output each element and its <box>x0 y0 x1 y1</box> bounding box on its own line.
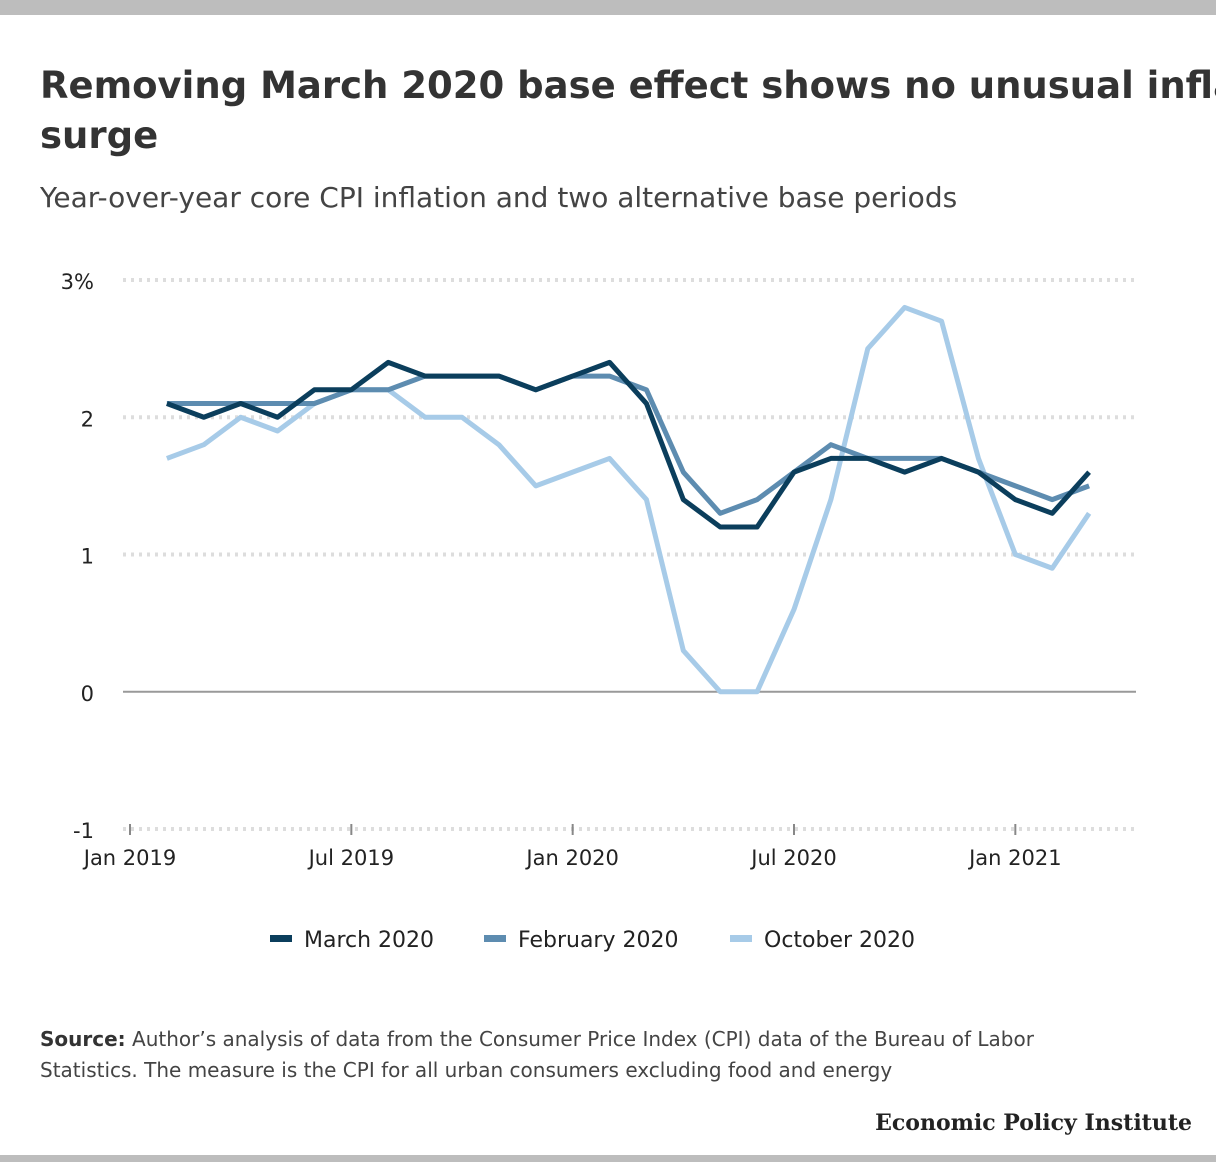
chart-title: Removing March 2020 base effect shows no… <box>40 64 1216 157</box>
y-tick-label: 2 <box>81 407 94 431</box>
legend-swatch <box>730 935 752 942</box>
legend-label: October 2020 <box>764 928 915 953</box>
series-line <box>166 359 1091 530</box>
x-tick-label: Jan 2021 <box>967 846 1062 870</box>
x-tick-label: Jan 2020 <box>524 846 619 870</box>
y-tick-label: 3% <box>61 270 94 294</box>
legend-label: February 2020 <box>518 928 678 953</box>
brand: Economic Policy Institute <box>875 1110 1192 1136</box>
top-bar <box>0 0 1216 15</box>
x-tick-label: Jan 2019 <box>82 846 177 870</box>
x-tick-label: Jul 2020 <box>749 846 836 870</box>
legend-label: March 2020 <box>304 928 434 953</box>
y-tick-label: 0 <box>81 682 94 706</box>
source-text: Author’s analysis of data from the Consu… <box>40 1027 1035 1082</box>
bottom-bar <box>0 1155 1216 1162</box>
y-tick-label: -1 <box>73 819 94 843</box>
source: Source: Author’s analysis of data from t… <box>40 1027 1035 1082</box>
series-line <box>166 304 1092 695</box>
x-tick-label: Jul 2019 <box>307 846 394 870</box>
y-tick-label: 1 <box>81 545 94 569</box>
source-label: Source: <box>40 1027 126 1051</box>
legend-swatch <box>484 935 506 942</box>
subtitle: Year-over-year core CPI inflation and tw… <box>39 181 957 214</box>
legend-swatch <box>270 935 292 942</box>
